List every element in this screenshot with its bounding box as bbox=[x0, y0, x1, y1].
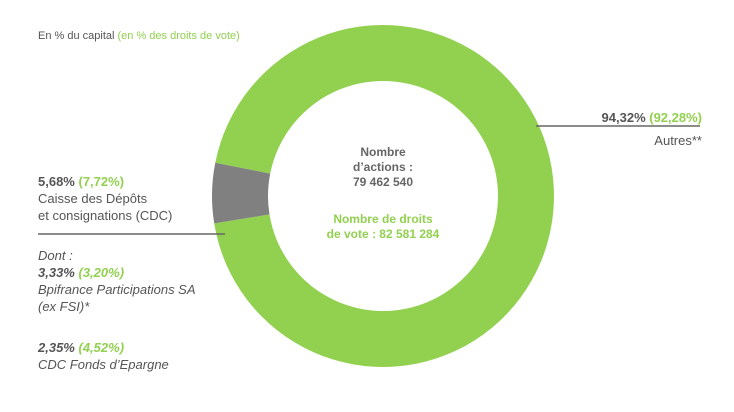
slice-autres bbox=[214, 25, 554, 368]
bpi-name-line1: Bpifrance Participations SA bbox=[38, 282, 196, 297]
bpi-capital-pct: 3,33% bbox=[38, 265, 75, 280]
slice-cdc bbox=[212, 162, 271, 224]
bpi-percent: 3,33% (3,20%) bbox=[38, 264, 268, 281]
autres-percent: 94,32% (92,28%) bbox=[560, 109, 702, 126]
autres-capital-pct: 94,32% bbox=[601, 110, 646, 125]
fonds-votes-pct: (4,52%) bbox=[78, 340, 125, 355]
fonds-name: CDC Fonds d’Epargne bbox=[38, 357, 169, 372]
donut-slices bbox=[212, 25, 554, 368]
chart-legend: En % du capital (en % des droits de vote… bbox=[38, 30, 240, 42]
cdc-votes-pct: (7,72%) bbox=[78, 174, 125, 189]
cdc-label: 5,68% (7,72%) Caisse des Dépôts et consi… bbox=[38, 173, 218, 224]
fonds-capital-pct: 2,35% bbox=[38, 340, 75, 355]
fonds-percent: 2,35% (4,52%) bbox=[38, 339, 268, 356]
legend-capital: En % du capital bbox=[38, 30, 115, 42]
shares-label-2: d’actions : bbox=[352, 160, 413, 174]
votes-label: Nombre de droits bbox=[333, 212, 433, 226]
bpi-name-line2: (ex FSI)* bbox=[38, 299, 90, 314]
center-votes-count: Nombre de droits de vote : 82 581 284 bbox=[308, 212, 458, 242]
shares-label: Nombre bbox=[360, 145, 406, 159]
center-shares-count: Nombre d’actions : 79 462 540 bbox=[318, 145, 448, 190]
autres-name: Autres** bbox=[654, 133, 702, 148]
cdc-percent: 5,68% (7,72%) bbox=[38, 173, 218, 190]
fonds-breakdown: 2,35% (4,52%) CDC Fonds d’Epargne bbox=[38, 339, 268, 373]
legend-votes: (en % des droits de vote) bbox=[117, 30, 240, 42]
shares-value: 79 462 540 bbox=[352, 175, 414, 189]
votes-value: de vote : 82 581 284 bbox=[326, 227, 440, 241]
bpi-votes-pct: (3,20%) bbox=[78, 265, 125, 280]
autres-votes-pct: (92,28%) bbox=[649, 110, 702, 125]
dont-breakdown: Dont : 3,33% (3,20%) Bpifrance Participa… bbox=[38, 247, 268, 315]
dont-heading: Dont : bbox=[38, 248, 73, 263]
cdc-name-line1: Caisse des Dépôts bbox=[38, 191, 148, 206]
cdc-name-line2: et consignations (CDC) bbox=[38, 208, 173, 223]
autres-label: 94,32% (92,28%) Autres** bbox=[560, 109, 702, 149]
cdc-capital-pct: 5,68% bbox=[38, 174, 75, 189]
